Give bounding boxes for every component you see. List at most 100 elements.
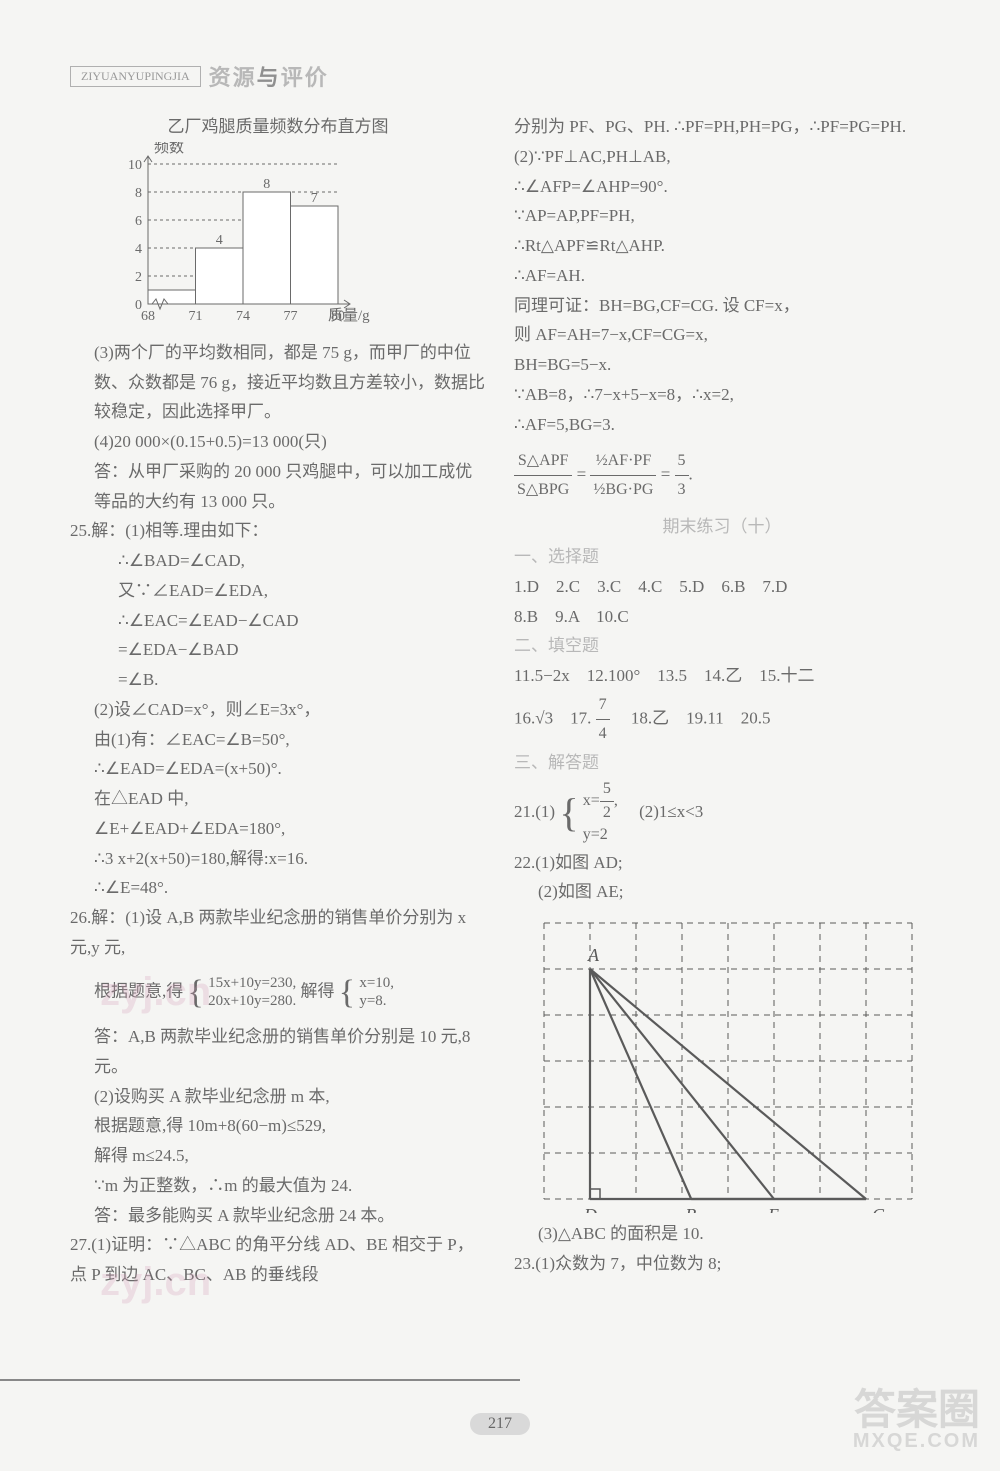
q26-4: 根据题意,得 10m+8(60−m)≤529, (70, 1111, 486, 1141)
q26-system: 根据题意,得 { 15x+10y=230, 20x+10y=280. 解得 { … (70, 963, 486, 1023)
page-header: ZIYUANYUPINGJIA 资源与评价 (70, 60, 930, 92)
q22-1: 22.(1)如图 AD; (514, 848, 930, 878)
ans2b: 16.√3 17. 74 18.乙 19.11 20.5 (514, 691, 930, 748)
watermark-3: 答案圈 MXQE.COM (853, 1389, 980, 1451)
q25-l9: 在△EAD 中, (70, 784, 486, 814)
r6: ∴AF=AH. (514, 261, 930, 291)
q21: 21.(1) { x=52, y=2 (2)1≤x<3 (514, 778, 930, 848)
svg-text:4: 4 (216, 233, 223, 248)
q26-sys-l1: 15x+10y=230, (208, 975, 296, 991)
right-column: 分别为 PF、PG、PH. ∴PF=PH,PH=PG，∴PF=PG=PH. (2… (514, 112, 930, 1290)
r1: 分别为 PF、PG、PH. ∴PF=PH,PH=PG，∴PF=PG=PH. (514, 112, 930, 142)
svg-text:2: 2 (135, 270, 142, 285)
svg-text:10: 10 (128, 158, 142, 173)
sec2-head: 二、填空题 (514, 631, 930, 661)
r9: BH=BG=5−x. (514, 350, 930, 380)
q23: 23.(1)众数为 7，中位数为 8; (514, 1249, 930, 1279)
q21-l1: x=52, (583, 792, 618, 809)
q26-3: (2)设购买 A 款毕业纪念册 m 本, (70, 1082, 486, 1112)
ratio-rhs2-num: 5 (675, 447, 689, 476)
svg-text:6: 6 (135, 214, 142, 229)
svg-text:71: 71 (189, 309, 203, 324)
page-number: 217 (470, 1413, 530, 1435)
left-column: 乙厂鸡腿质量频数分布直方图 02468106871747780487频数质量/g… (70, 112, 486, 1290)
q21-l2: y=2 (583, 826, 608, 843)
q26-head: 26.解：(1)设 A,B 两款毕业纪念册的销售单价分别为 x 元,y 元, (70, 903, 486, 963)
ans2b-post: 18.乙 19.11 20.5 (614, 708, 771, 727)
r10: ∵AB=8，∴7−x+5−x=8，∴x=2, (514, 380, 930, 410)
svg-text:7: 7 (311, 191, 318, 206)
q25-head: 25.解：(1)相等.理由如下： (70, 516, 486, 546)
ratio-formula: S△APFS△BPG = ½AF·PF½BG·PG = 53. (514, 447, 930, 504)
q25-l2: 又∵∠EAD=∠EDA, (70, 576, 486, 606)
q26-sys-r1: x=10, (359, 975, 394, 991)
ans1b: 8.B 9.A 10.C (514, 602, 930, 632)
svg-text:B: B (685, 1205, 696, 1213)
r5: ∴Rt△APF≌Rt△AHP. (514, 231, 930, 261)
q25-l3: ∴∠EAC=∠EAD−∠CAD (70, 606, 486, 636)
q4-answer: 答：从甲厂采购的 20 000 只鸡腿中，可以加工成优等品的大约有 13 000… (70, 457, 486, 517)
q25-l10: ∠E+∠EAD+∠EDA=180°, (70, 814, 486, 844)
ans2b-n: 7 (596, 691, 610, 720)
q22-3: (3)△ABC 的面积是 10. (514, 1219, 930, 1249)
svg-text:8: 8 (263, 177, 270, 192)
ratio-eq1: = (577, 465, 587, 484)
footer-line (0, 1379, 520, 1381)
q26-2: 答：A,B 两款毕业纪念册的销售单价分别是 10 元,8 元。 (70, 1022, 486, 1082)
q25-l5: =∠B. (70, 665, 486, 695)
q21-l1-n: 5 (600, 778, 614, 801)
header-title-pre: 资源 (209, 65, 257, 90)
ans2: 11.5−2x 12.100° 13.5 14.乙 15.十二 (514, 661, 930, 691)
q4-calc: (4)20 000×(0.15+0.5)=13 000(只) (70, 427, 486, 457)
r2: (2)∵PF⊥AC,PH⊥AB, (514, 142, 930, 172)
q21-l1-post: , (614, 792, 618, 809)
q26-7: 答：最多能购买 A 款毕业纪念册 24 本。 (70, 1201, 486, 1231)
q25-l4: =∠EDA−∠BAD (70, 635, 486, 665)
q27-head: 27.(1)证明：∵△ABC 的角平分线 AD、BE 相交于 P，点 P 到边 … (70, 1230, 486, 1290)
q26-6: ∵m 为正整数，∴m 的最大值为 24. (70, 1171, 486, 1201)
svg-text:E: E (767, 1205, 779, 1213)
svg-text:D: D (583, 1205, 597, 1213)
q21-l1-pre: x= (583, 792, 600, 809)
geometry-figure: A D B E C (534, 913, 914, 1213)
q3-text: (3)两个厂的平均数相同，都是 75 g，而甲厂的中位数、众数都是 76 g，接… (70, 338, 486, 427)
q21-pre: 21.(1) (514, 801, 555, 820)
ratio-rhs1-den: ½BG·PG (590, 476, 656, 504)
svg-text:77: 77 (284, 309, 298, 324)
ans2b-pre: 16.√3 17. (514, 708, 591, 727)
ratio-lhs-den: S△BPG (514, 476, 572, 504)
ans1: 1.D 2.C 3.C 4.C 5.D 6.B 7.D (514, 572, 930, 602)
ratio-rhs1-num: ½AF·PF (590, 447, 656, 476)
r7: 同理可证：BH=BG,CF=CG. 设 CF=x， (514, 291, 930, 321)
histogram-chart: 02468106871747780487频数质量/g (110, 142, 370, 332)
ratio-rhs2-den: 3 (675, 476, 689, 504)
svg-text:68: 68 (141, 309, 155, 324)
header-pinyin-box: ZIYUANYUPINGJIA (70, 66, 201, 87)
svg-text:8: 8 (135, 186, 142, 201)
q26-5: 解得 m≤24.5, (70, 1141, 486, 1171)
svg-text:A: A (587, 945, 600, 965)
watermark-3-top: 答案圈 (854, 1386, 980, 1433)
q25-l11: ∴3 x+2(x+50)=180,解得:x=16. (70, 844, 486, 874)
chart-title: 乙厂鸡腿质量频数分布直方图 (70, 112, 486, 142)
svg-text:4: 4 (135, 242, 142, 257)
q26-sys-l2: 20x+10y=280. (208, 993, 296, 1009)
q25-l12: ∴∠E=48°. (70, 873, 486, 903)
svg-text:质量/g: 质量/g (328, 307, 370, 324)
header-title: 资源与评价 (209, 60, 329, 92)
q26-sys-r2: y=8. (359, 993, 386, 1009)
q25-l6: (2)设∠CAD=x°，则∠E=3x°， (70, 695, 486, 725)
r11: ∴AF=5,BG=3. (514, 410, 930, 440)
sec1-head: 一、选择题 (514, 542, 930, 572)
svg-text:C: C (872, 1205, 885, 1213)
r8: 则 AF=AH=7−x,CF=CG=x, (514, 320, 930, 350)
q25-l8: ∴∠EAD=∠EDA=(x+50)°. (70, 754, 486, 784)
sec3-head: 三、解答题 (514, 748, 930, 778)
q21-l1-d: 2 (600, 802, 614, 824)
q25-l7: 由(1)有：∠EAC=∠B=50°, (70, 725, 486, 755)
watermark-3-bottom: MXQE.COM (853, 1431, 980, 1451)
svg-text:74: 74 (236, 309, 250, 324)
svg-text:频数: 频数 (154, 142, 184, 156)
q21-2: (2)1≤x<3 (639, 801, 703, 820)
q25-l1: ∴∠BAD=∠CAD, (70, 546, 486, 576)
